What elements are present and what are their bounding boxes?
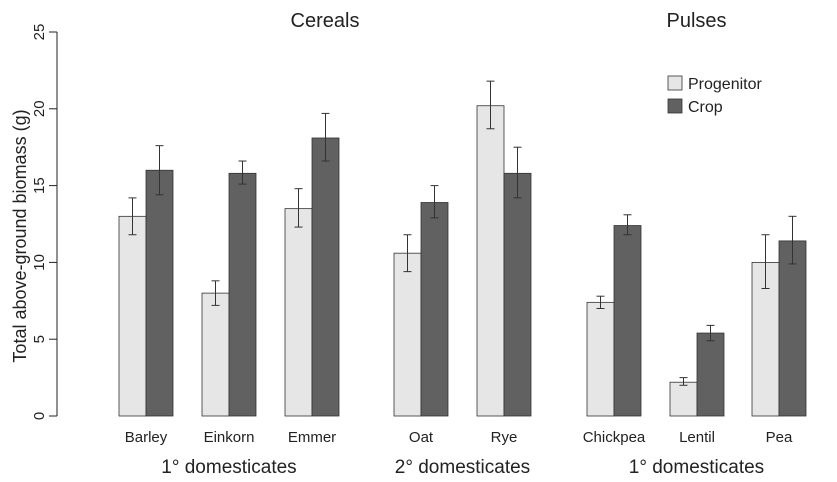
x-tick-label-pea: Pea [766,429,793,446]
y-tick-label: 5 [31,335,48,343]
panel-title-pulses: Pulses [666,10,726,32]
bar-crop-rye [503,172,532,417]
y-tick-label: 10 [31,254,48,271]
panel-title-cereals: Cereals [291,10,360,32]
bar-progenitor-barley [118,215,147,417]
bar-progenitor-oat [393,252,422,417]
bar-progenitor-einkorn [201,292,230,417]
x-tick-label-chickpea: Chickpea [583,429,646,446]
group-label: 1° domesticates [629,457,764,478]
x-tick-label-emmer: Emmer [288,429,336,446]
bar-progenitor-rye [476,105,505,417]
bar-progenitor-emmer [284,208,313,417]
x-tick-label-einkorn: Einkorn [204,429,255,446]
group-label: 1° domesticates [161,457,296,478]
group-labels: 1° domesticates 2° domesticates 1° domesti… [161,457,764,478]
y-tick-label: 25 [31,24,48,41]
bar-progenitor-lentil [669,381,698,417]
x-tick-label-lentil: Lentil [679,429,715,446]
error-bars [128,80,797,386]
bar-crop-einkorn [228,172,257,417]
panel-titles: Cereals Pulses [291,10,727,32]
x-tick-label-oat: Oat [409,429,434,446]
bar-crop-barley [145,169,174,417]
bar-crop-pea [778,240,807,417]
legend-swatch-progenitor [667,75,683,91]
bar-crop-lentil [696,332,725,417]
legend-swatch-crop [667,98,683,114]
bar-crop-chickpea [613,225,642,417]
legend-label-crop: Crop [688,99,723,116]
x-axis-labels: Barley Einkorn Emmer Oat Rye Chickpea Lentil Pe… [125,429,793,446]
x-tick-label-barley: Barley [125,429,168,446]
bar-progenitor-chickpea [586,301,615,417]
legend: Progenitor Crop [667,75,762,116]
bars [118,105,807,417]
y-axis: 0 5 10 15 20 25 Total above-ground biomass (g) [10,24,58,420]
y-tick-label: 20 [31,100,48,117]
bar-crop-emmer [311,137,340,417]
y-tick-label: 0 [31,412,48,420]
y-axis-title: Total above-ground biomass (g) [10,109,30,362]
group-label: 2° domesticates [395,457,530,478]
y-tick-label: 15 [31,177,48,194]
bar-crop-oat [420,202,449,417]
x-tick-label-rye: Rye [491,429,518,446]
legend-label-progenitor: Progenitor [688,76,762,93]
